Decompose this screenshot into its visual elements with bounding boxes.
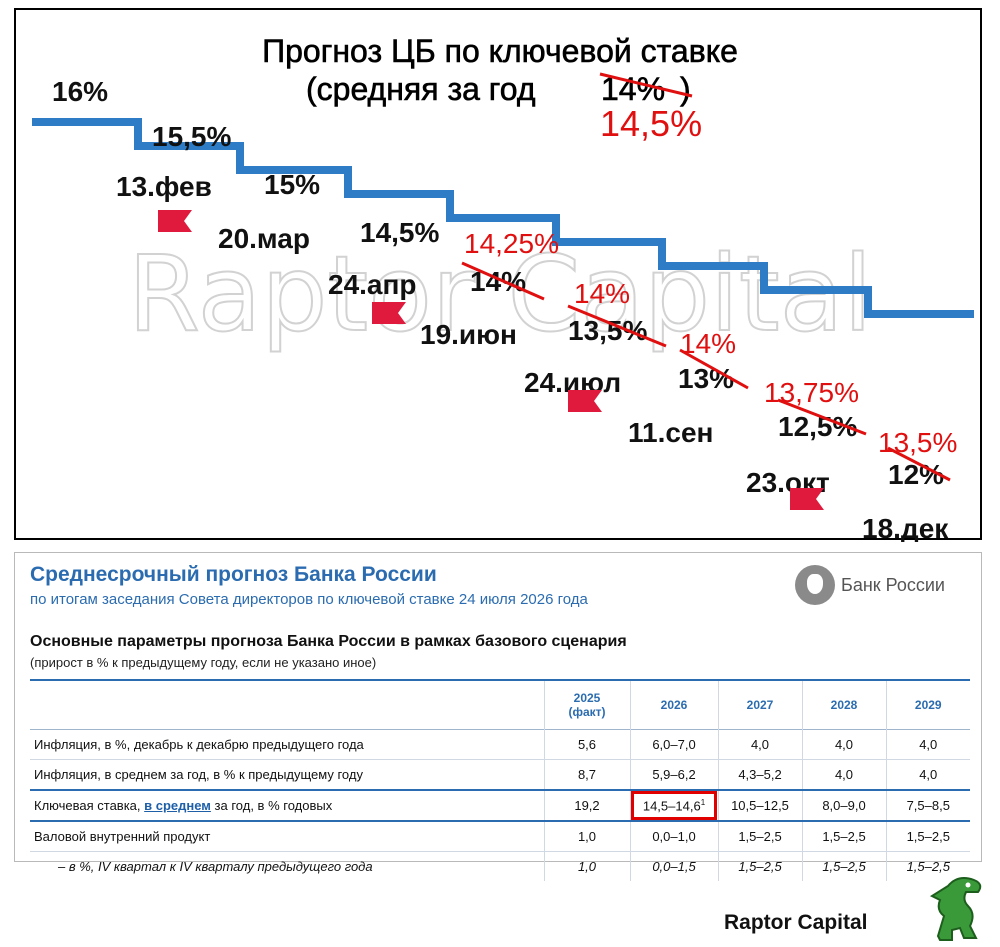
meeting-date-label: 19.июн <box>420 319 517 350</box>
col-header: 2028 <box>801 680 886 730</box>
panel-subtitle: по итогам заседания Совета директоров по… <box>30 591 588 608</box>
table-cell: 1,5–2,5 <box>801 851 886 881</box>
revised-rate-label: 13,75% <box>764 377 859 408</box>
meeting-date-label: 18.дек <box>862 513 949 542</box>
meeting-flag-icon <box>790 488 824 510</box>
table-cell: 1,5–2,5 <box>717 851 802 881</box>
meeting-flag-icon <box>158 210 192 232</box>
title-strikethrough <box>599 72 693 98</box>
table-cell: 4,0 <box>801 729 886 760</box>
table-cell: 0,0–1,5 <box>629 851 718 881</box>
average-link[interactable]: в среднем <box>144 798 211 813</box>
table-cell: 8,0–9,0 <box>801 789 886 822</box>
footer-brand: Raptor Capital <box>724 911 868 934</box>
table-cell: 1,0 <box>543 821 630 852</box>
meeting-flag-icon <box>568 390 602 412</box>
table-note: (прирост в % к предыдущему году, если не… <box>30 655 377 670</box>
rate-step-line <box>32 118 974 318</box>
title-closing-paren: ) <box>680 71 691 107</box>
meeting-date-label: 11.сен <box>628 417 713 448</box>
row-label: Ключевая ставка, в среднем за год, в % г… <box>30 789 544 822</box>
step-rate-label: 15% <box>264 169 320 200</box>
row-label: – в %, IV квартал к IV кварталу предыдущ… <box>58 859 373 874</box>
watermark-text: Raptor Capital <box>128 233 873 355</box>
meeting-date-label: 13.фев <box>116 171 212 202</box>
chart-canvas: Raptor Capital 16% 15,5% 13.фев 15% 20.мар 14… <box>32 33 974 542</box>
table-cell: 6,0–7,0 <box>629 729 718 760</box>
table-row: Валовой внутренний продукт 1,0 0,0–1,0 1… <box>30 821 970 852</box>
row-label: Инфляция, в среднем за год, в % к предыд… <box>30 759 544 791</box>
bank-of-russia-logo: Банк России <box>791 563 976 613</box>
row-label: Инфляция, в %, декабрь к декабрю предыду… <box>30 729 544 760</box>
forecast-table: 2025 (факт) 2026 2027 2028 2029 Инфляция,… <box>30 679 970 881</box>
row-label: Валовой внутренний продукт <box>30 821 544 852</box>
col-header: 2026 <box>629 680 718 730</box>
footnote-mark: 1 <box>700 797 706 807</box>
step-rate-label: 15,5% <box>152 121 231 152</box>
start-rate-label: 16% <box>52 76 108 107</box>
revised-rate-label: 14,25% <box>464 228 559 259</box>
table-row: Инфляция, в %, декабрь к декабрю предыду… <box>30 729 970 760</box>
step-rate-label: 14,5% <box>360 217 439 248</box>
meeting-flag-icon <box>372 302 406 324</box>
table-cell: 0,0–1,0 <box>629 821 718 852</box>
table-cell: 19,2 <box>543 789 630 822</box>
eagle-seal-icon <box>795 565 835 605</box>
col-header: 2027 <box>717 680 802 730</box>
strikethrough-line <box>461 261 545 301</box>
table-row-key-rate: Ключевая ставка, в среднем за год, в % г… <box>30 789 970 822</box>
table-header-row: 2025 (факт) 2026 2027 2028 2029 <box>30 680 970 730</box>
brand-name: Банк России <box>841 575 945 595</box>
chart-title-line1: Прогноз ЦБ по ключевой ставке <box>262 33 738 69</box>
table-cell: 1,5–2,5 <box>885 821 970 852</box>
revised-rate-label: 14% <box>680 328 736 359</box>
rate-forecast-chart: Raptor Capital 16% 15,5% 13.фев 15% 20.мар 14… <box>14 8 982 542</box>
table-cell: 4,0 <box>885 729 970 760</box>
table-cell: 10,5–12,5 <box>717 789 802 822</box>
table-heading: Основные параметры прогноза Банка России… <box>30 633 627 650</box>
strikethrough-line <box>679 348 749 390</box>
table-cell: 8,7 <box>543 759 630 791</box>
panel-title: Среднесрочный прогноз Банка России <box>30 563 437 586</box>
highlighted-cell-2026: 14,5–14,61 <box>629 789 718 822</box>
table-cell: 4,0 <box>801 759 886 791</box>
strikethrough-line <box>887 446 951 482</box>
col-header-2025: 2025 (факт) <box>543 680 630 730</box>
meeting-date-label: 20.мар <box>218 223 310 254</box>
revised-rate-label: 13,5% <box>878 427 957 458</box>
table-row: – в %, IV квартал к IV кварталу предыдущ… <box>30 851 970 881</box>
step-rate-label: 13,5% <box>568 315 647 346</box>
table-row: Инфляция, в среднем за год, в % к предыд… <box>30 759 970 791</box>
table-cell: 1,5–2,5 <box>801 821 886 852</box>
strikethrough-line <box>567 304 667 348</box>
chart-title-line2: (средняя за год <box>306 71 536 107</box>
table-cell: 1,5–2,5 <box>885 851 970 881</box>
col-header: 2029 <box>885 680 970 730</box>
table-cell: 1,0 <box>543 851 630 881</box>
step-rate-label: 13% <box>678 363 734 394</box>
meeting-date-label: 24.апр <box>328 269 417 300</box>
table-cell: 4,0 <box>717 729 802 760</box>
title-new-value: 14,5% <box>600 103 702 144</box>
revised-rate-label: 14% <box>574 278 630 309</box>
cbr-forecast-panel: Среднесрочный прогноз Банка России по ит… <box>14 552 982 881</box>
table-cell: 5,6 <box>543 729 630 760</box>
table-cell: 7,5–8,5 <box>885 789 970 822</box>
table-cell: 4,0 <box>885 759 970 791</box>
table-cell: 5,9–6,2 <box>629 759 718 791</box>
raptor-dino-icon <box>929 877 982 941</box>
table-cell: 4,3–5,2 <box>717 759 802 791</box>
strikethrough-line <box>777 398 867 436</box>
table-cell: 1,5–2,5 <box>717 821 802 852</box>
